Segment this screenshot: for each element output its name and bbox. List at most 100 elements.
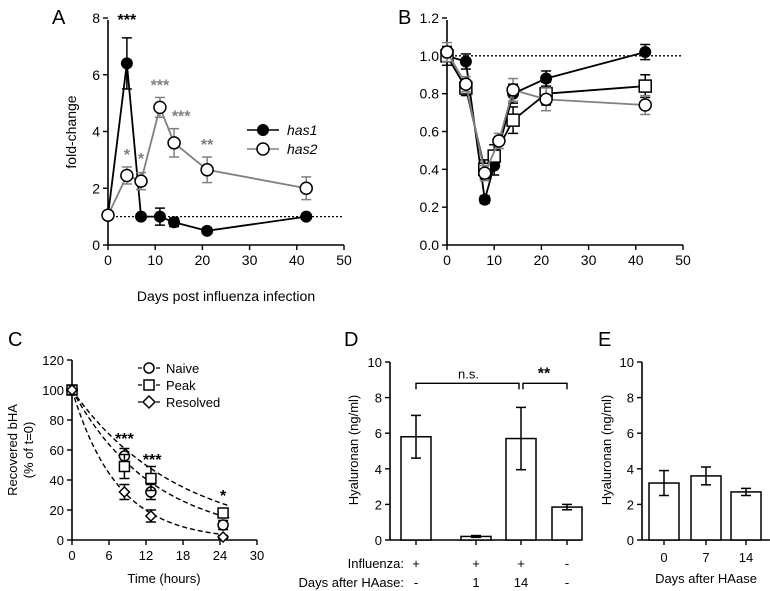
data-point-has1 bbox=[300, 210, 313, 223]
panel-a-y-label: fold-change bbox=[63, 95, 79, 168]
x-tick-label: 6 bbox=[105, 548, 112, 563]
x-tick-label: 0 bbox=[68, 548, 75, 563]
y-tick-label: 0 bbox=[627, 533, 634, 548]
y-tick-label: 0 bbox=[92, 237, 100, 253]
panel-d-plot-area: + - +1 +14 - - n.s. ** bbox=[400, 365, 583, 590]
x-tick-label: 30 bbox=[250, 548, 264, 563]
significance-label: ** bbox=[201, 137, 214, 154]
y-tick-label: 80 bbox=[50, 413, 64, 428]
panel-b-letter: B bbox=[398, 7, 411, 29]
y-tick-label: 2 bbox=[627, 497, 634, 512]
panel-c-y-label: Recovered bHA bbox=[5, 404, 20, 496]
panel-b-y-ticks: 0.0 0.2 0.4 0.6 0.8 1.0 1.2 bbox=[420, 10, 447, 253]
y-tick-label: 8 bbox=[375, 391, 382, 406]
significance-label: n.s. bbox=[458, 366, 479, 381]
data-point-resolved bbox=[217, 530, 230, 544]
y-tick-label: 0.2 bbox=[420, 199, 440, 215]
panel-a-x-ticks: 0 10 20 30 40 50 bbox=[104, 245, 352, 268]
x-tick-label: 18 bbox=[176, 548, 190, 563]
panel-a-legend: has1 has2 bbox=[247, 122, 318, 157]
legend-label-naive: Naive bbox=[166, 361, 199, 376]
data-point-has2 bbox=[153, 100, 167, 115]
panel-a-x-label: Days post influenza infection bbox=[137, 288, 315, 304]
y-tick-label: 1.2 bbox=[420, 10, 440, 26]
y-tick-label: 2 bbox=[375, 497, 382, 512]
data-point-open-square bbox=[638, 79, 652, 93]
panel-b: B 0.0 0.2 0.4 0.6 0.8 1.0 1.2 0 10 20 30 40 50 bbox=[398, 7, 691, 268]
data-point-open-circle bbox=[440, 45, 454, 59]
data-point-has1 bbox=[135, 210, 148, 223]
y-tick-label: 100 bbox=[42, 383, 64, 398]
panel-c-x-ticks: 0 6 12 18 24 30 bbox=[68, 540, 264, 563]
data-point-resolved bbox=[65, 383, 79, 397]
panel-b-plot-area bbox=[440, 41, 652, 206]
panel-e-x-label: Days after HAase bbox=[655, 571, 757, 586]
x-tick-label: 50 bbox=[336, 252, 352, 268]
significance-label: *** bbox=[143, 452, 162, 469]
panel-e-plot-area: 0 7 14 bbox=[648, 466, 762, 565]
significance-label: *** bbox=[151, 77, 170, 94]
data-point-open-circle bbox=[638, 98, 652, 112]
data-point-filled-circle bbox=[459, 55, 472, 68]
x-tick-label: 0 bbox=[660, 550, 667, 565]
days-after-haase-value: - bbox=[565, 575, 569, 590]
panel-c-legend: Naive Peak Resolved bbox=[138, 361, 220, 410]
data-point-has2 bbox=[299, 181, 313, 195]
influenza-value: + bbox=[517, 556, 525, 571]
fit-curve-peak bbox=[71, 389, 230, 507]
data-point-peak bbox=[118, 460, 131, 473]
y-tick-label: 8 bbox=[92, 10, 100, 26]
significance-label: * bbox=[138, 151, 145, 168]
x-tick-label: 24 bbox=[213, 548, 227, 563]
panel-c-y-ticks: 0 20 40 60 80 100 120 bbox=[42, 353, 72, 548]
days-after-haase-value: - bbox=[414, 575, 418, 590]
y-tick-label: 8 bbox=[627, 391, 634, 406]
data-point-open-circle bbox=[459, 77, 473, 91]
x-tick-label: 20 bbox=[195, 252, 211, 268]
y-tick-label: 6 bbox=[627, 426, 634, 441]
legend-label-has1: has1 bbox=[287, 122, 317, 138]
y-tick-label: 0.0 bbox=[420, 237, 440, 253]
data-point-open-circle bbox=[506, 83, 520, 97]
y-tick-label: 0.8 bbox=[420, 86, 440, 102]
data-point-naive bbox=[217, 519, 229, 531]
panel-d-days-row-label: Days after HAase: bbox=[299, 575, 405, 590]
x-tick-label: 30 bbox=[581, 252, 597, 268]
influenza-value: - bbox=[565, 556, 569, 571]
y-tick-label: 0 bbox=[57, 533, 64, 548]
panel-d-y-ticks: 0 2 4 6 8 10 bbox=[368, 355, 390, 548]
data-point-resolved bbox=[144, 509, 157, 523]
bar bbox=[730, 491, 762, 541]
x-tick-label: 30 bbox=[242, 252, 258, 268]
data-point-open-circle bbox=[478, 166, 492, 180]
data-point-filled-circle bbox=[639, 46, 652, 59]
panel-d-y-label: Hyaluronan (ng/ml) bbox=[346, 395, 361, 506]
panel-c-plot-area: ******* bbox=[65, 383, 230, 544]
x-tick-label: 20 bbox=[534, 252, 550, 268]
data-point-has2 bbox=[120, 168, 134, 183]
data-point-peak bbox=[217, 507, 229, 519]
significance-label: *** bbox=[118, 12, 137, 29]
influenza-value: + bbox=[412, 556, 420, 571]
legend-label-peak: Peak bbox=[166, 378, 196, 393]
x-tick-label: 40 bbox=[628, 252, 644, 268]
y-tick-label: 120 bbox=[42, 353, 64, 368]
days-after-haase-value: 14 bbox=[514, 575, 528, 590]
y-tick-label: 10 bbox=[368, 355, 382, 370]
data-point-open-circle bbox=[492, 134, 506, 148]
data-point-has2 bbox=[101, 208, 115, 222]
data-point-has1 bbox=[153, 210, 166, 223]
x-tick-label: 7 bbox=[702, 550, 709, 565]
panel-c-letter: C bbox=[8, 329, 22, 351]
y-tick-label: 6 bbox=[92, 67, 100, 83]
y-tick-label: 2 bbox=[92, 180, 100, 196]
y-tick-label: 4 bbox=[375, 462, 382, 477]
x-tick-label: 10 bbox=[147, 252, 163, 268]
x-tick-label: 0 bbox=[443, 252, 451, 268]
panel-c-x-label: Time (hours) bbox=[127, 571, 200, 586]
data-point-open-circle bbox=[539, 92, 553, 107]
x-tick-label: 14 bbox=[739, 550, 753, 565]
